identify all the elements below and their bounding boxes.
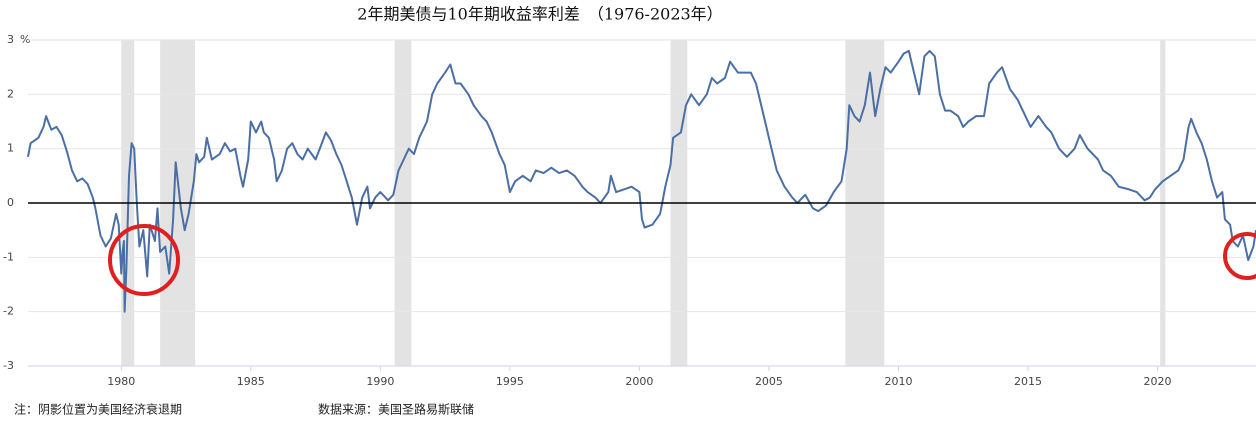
y-tick-label: 2: [7, 87, 14, 100]
x-tick-label: 2005: [755, 375, 783, 388]
highlight-circle: [108, 224, 180, 296]
x-tick-label: 2000: [625, 375, 653, 388]
y-tick-label: 3: [7, 33, 14, 46]
x-tick-label: 1995: [496, 375, 524, 388]
y-tick-label: -3: [3, 359, 14, 372]
chart-title: 2年期美债与10年期收益率利差 （1976-2023年）: [357, 5, 722, 24]
y-tick-label: -2: [3, 305, 14, 318]
x-tick-label: 2010: [884, 375, 912, 388]
y-tick-label: 1: [7, 142, 14, 155]
note: 数据来源：美国圣路易斯联储: [318, 402, 474, 417]
note: 注：阴影位置为美国经济衰退期: [14, 402, 182, 417]
x-tick-label: 2020: [1144, 375, 1172, 388]
x-tick-label: 1985: [237, 375, 265, 388]
highlight-circle: [1223, 232, 1256, 280]
y-unit: %: [20, 33, 30, 46]
y-tick-label: 0: [7, 196, 14, 209]
x-tick-label: 1980: [107, 375, 135, 388]
x-tick-label: 2015: [1014, 375, 1042, 388]
spread-line: [27, 49, 1256, 313]
y-tick-label: -1: [3, 250, 14, 263]
x-tick-label: 1990: [366, 375, 394, 388]
foreground-layer: 3 2 1 0 -1 -2 -3 1980 1985 1990 1995 2000 2005 2010 20…: [3, 33, 1256, 388]
